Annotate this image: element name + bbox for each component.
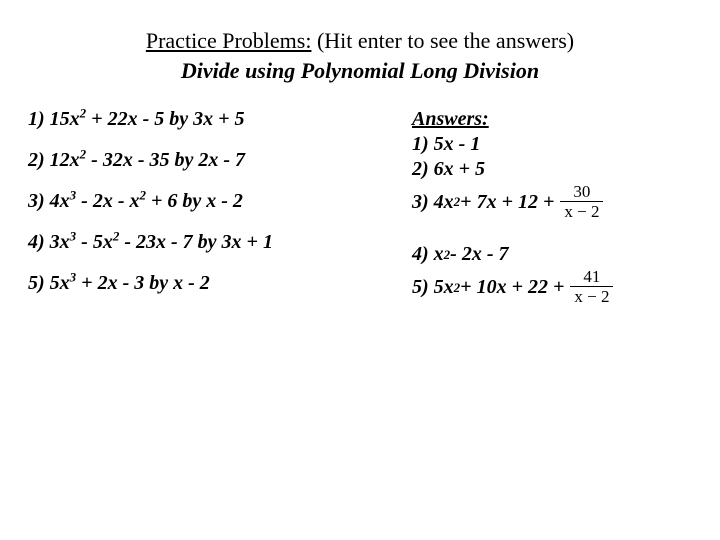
a3-prefix: 3) 4x (412, 191, 454, 214)
problem-5: 5) 5x3 + 2x - 3 by x - 2 (28, 272, 388, 295)
problem-2: 2) 12x2 - 32x - 35 by 2x - 7 (28, 149, 388, 172)
p5-rest: + 2x - 3 by x - 2 (76, 272, 210, 294)
a5-numerator: 41 (570, 268, 613, 287)
answer-2: 2) 6x + 5 (412, 158, 692, 181)
subtitle: Divide using Polynomial Long Division (28, 58, 692, 84)
title-underlined: Practice Problems: (146, 28, 312, 53)
p2-rest: - 32x - 35 by 2x - 7 (86, 149, 245, 171)
a4-rest: - 2x - 7 (450, 243, 508, 266)
a5-rest: + 10x + 22 + (460, 276, 564, 299)
a5-denominator: x − 2 (570, 287, 613, 307)
problem-4: 4) 3x3 - 5x2 - 23x - 7 by 3x + 1 (28, 231, 388, 254)
p1-prefix: 1) 15x (28, 108, 80, 130)
title-rest: (Hit enter to see the answers) (311, 28, 574, 53)
problem-3: 3) 4x3 - 2x - x2 + 6 by x - 2 (28, 190, 388, 213)
a3-numerator: 30 (560, 183, 603, 202)
a3-fraction: 30 x − 2 (560, 183, 603, 221)
answers-header: Answers: (412, 108, 692, 131)
p2-prefix: 2) 12x (28, 149, 80, 171)
answer-4: 4) x2 - 2x - 7 (412, 243, 692, 266)
problems-column: 1) 15x2 + 22x - 5 by 3x + 5 2) 12x2 - 32… (28, 108, 388, 313)
p3-rest: + 6 by x - 2 (146, 190, 243, 212)
title-line-1: Practice Problems: (Hit enter to see the… (28, 28, 692, 54)
answer-3: 3) 4x2 + 7x + 12 + 30 x − 2 (412, 183, 692, 221)
answer-1: 1) 5x - 1 (412, 133, 692, 156)
answer-5: 5) 5x2 + 10x + 22 + 41 x − 2 (412, 268, 692, 306)
a4-prefix: 4) x (412, 243, 444, 266)
p4-mid: - 5x (76, 231, 113, 253)
p5-prefix: 5) 5x (28, 272, 70, 294)
a5-fraction: 41 x − 2 (570, 268, 613, 306)
a3-rest: + 7x + 12 + (460, 191, 554, 214)
p3-prefix: 3) 4x (28, 190, 70, 212)
p4-prefix: 4) 3x (28, 231, 70, 253)
a3-denominator: x − 2 (560, 202, 603, 222)
p1-rest: + 22x - 5 by 3x + 5 (86, 108, 244, 130)
content-columns: 1) 15x2 + 22x - 5 by 3x + 5 2) 12x2 - 32… (28, 108, 692, 313)
p4-rest: - 23x - 7 by 3x + 1 (119, 231, 273, 253)
a5-prefix: 5) 5x (412, 276, 454, 299)
answers-column: Answers: 1) 5x - 1 2) 6x + 5 3) 4x2 + 7x… (412, 108, 692, 313)
p3-mid: - 2x - x (76, 190, 139, 212)
problem-1: 1) 15x2 + 22x - 5 by 3x + 5 (28, 108, 388, 131)
